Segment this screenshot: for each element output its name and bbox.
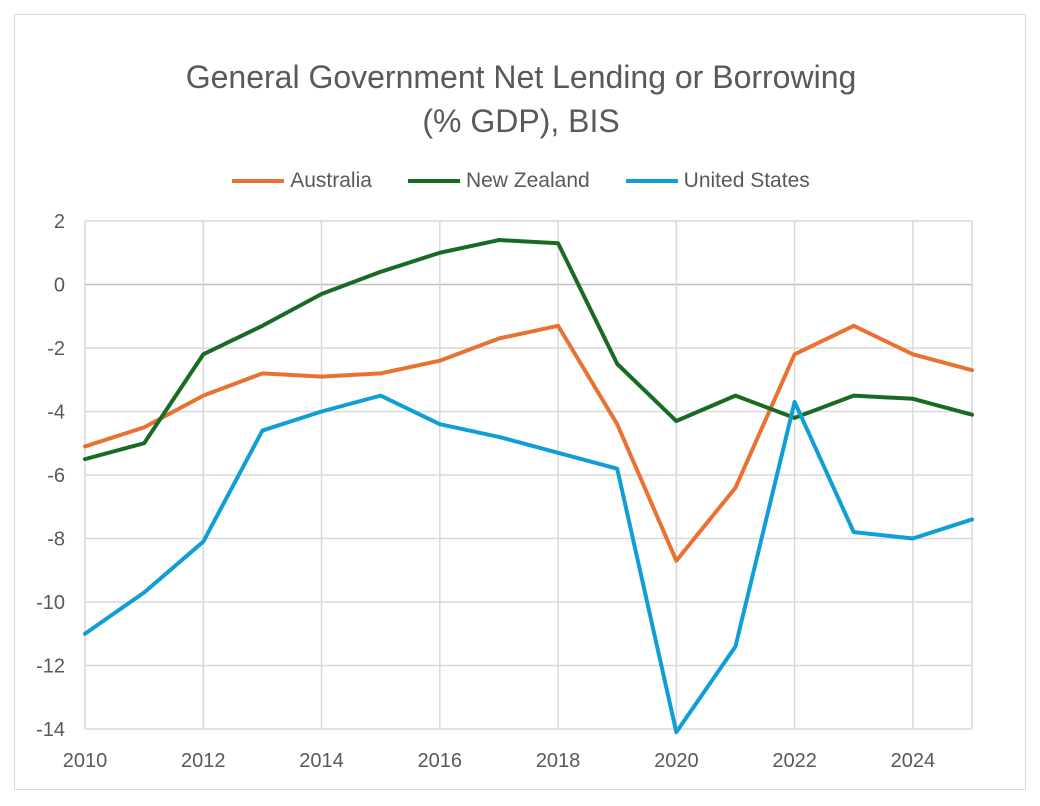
data-point-united-states bbox=[557, 451, 560, 454]
series-line-australia bbox=[83, 323, 974, 563]
chart-title: General Government Net Lending or Borrow… bbox=[185, 59, 857, 139]
data-point-australia bbox=[852, 324, 855, 327]
data-point-new-zealand bbox=[971, 413, 973, 416]
data-point-new-zealand bbox=[911, 397, 914, 400]
data-point-australia bbox=[734, 486, 737, 489]
y-tick-label: -4 bbox=[47, 402, 65, 424]
data-point-australia bbox=[379, 372, 382, 375]
data-point-new-zealand bbox=[497, 239, 500, 242]
legend-swatch bbox=[407, 179, 460, 183]
data-point-united-states bbox=[616, 467, 619, 470]
x-tick-label: 2014 bbox=[299, 750, 344, 772]
data-point-new-zealand bbox=[852, 394, 855, 397]
data-point-united-states bbox=[84, 632, 86, 635]
data-point-australia bbox=[202, 394, 205, 397]
x-tick-label: 2010 bbox=[63, 750, 108, 772]
data-point-australia bbox=[320, 375, 323, 378]
data-point-united-states bbox=[261, 429, 264, 432]
data-point-australia bbox=[793, 353, 796, 356]
data-point-united-states bbox=[675, 731, 678, 734]
x-tick-label: 2012 bbox=[181, 750, 226, 772]
data-point-australia bbox=[84, 445, 86, 448]
series-line-united-states bbox=[83, 393, 974, 735]
y-tick-label: -8 bbox=[47, 529, 65, 551]
y-tick-label: -12 bbox=[36, 656, 65, 678]
x-tick-label: 2020 bbox=[654, 750, 699, 772]
data-point-united-states bbox=[911, 537, 914, 540]
data-point-new-zealand bbox=[616, 362, 619, 365]
x-tick-label: 2018 bbox=[536, 750, 581, 772]
data-point-australia bbox=[261, 372, 264, 375]
data-point-united-states bbox=[497, 435, 500, 438]
legend-item-united-states: United States bbox=[625, 169, 810, 193]
data-point-united-states bbox=[971, 518, 973, 521]
data-point-new-zealand bbox=[557, 242, 560, 245]
data-point-australia bbox=[497, 337, 500, 340]
data-point-united-states bbox=[143, 591, 146, 594]
x-tick-label: 2016 bbox=[418, 750, 463, 772]
data-point-new-zealand bbox=[675, 420, 678, 423]
data-point-united-states bbox=[438, 423, 441, 426]
legend-label: United States bbox=[683, 169, 810, 192]
legend-swatch bbox=[625, 179, 678, 183]
data-point-australia bbox=[557, 324, 560, 327]
y-tick-label: 2 bbox=[54, 211, 65, 233]
data-point-new-zealand bbox=[261, 324, 264, 327]
data-point-new-zealand bbox=[143, 442, 146, 445]
data-point-australia bbox=[616, 423, 619, 426]
data-point-australia bbox=[911, 353, 914, 356]
series-line-new-zealand bbox=[83, 238, 974, 462]
y-tick-label: -10 bbox=[36, 592, 65, 614]
data-point-new-zealand bbox=[379, 270, 382, 273]
chart-area: General Government Net Lending or Borrow… bbox=[14, 14, 1026, 790]
data-point-australia bbox=[971, 369, 973, 372]
legend-item-new-zealand: New Zealand bbox=[407, 169, 590, 193]
y-tick-label: -14 bbox=[36, 719, 65, 741]
data-point-united-states bbox=[202, 540, 205, 543]
data-point-new-zealand bbox=[793, 416, 796, 419]
data-point-australia bbox=[438, 359, 441, 362]
data-point-new-zealand bbox=[734, 394, 737, 397]
y-tick-label: -6 bbox=[47, 465, 65, 487]
data-point-united-states bbox=[852, 531, 855, 534]
legend-swatch bbox=[232, 179, 285, 183]
data-point-united-states bbox=[734, 645, 737, 648]
legend-label: Australia bbox=[290, 169, 372, 192]
data-point-united-states bbox=[379, 394, 382, 397]
data-point-australia bbox=[675, 559, 678, 562]
data-point-new-zealand bbox=[84, 458, 86, 461]
x-tick-label: 2022 bbox=[772, 750, 817, 772]
y-tick-label: 0 bbox=[54, 275, 65, 297]
data-point-new-zealand bbox=[320, 293, 323, 296]
plot-area: 2 0 -2 -4 -6 -8 -10 -12 -14 2010 2012 2014 2016 2018 2… bbox=[36, 211, 974, 772]
data-point-australia bbox=[143, 426, 146, 429]
data-point-new-zealand bbox=[202, 353, 205, 356]
x-tick-label: 2024 bbox=[891, 750, 936, 772]
data-point-new-zealand bbox=[438, 251, 441, 254]
legend-label: New Zealand bbox=[465, 169, 590, 192]
y-tick-label: -2 bbox=[47, 338, 65, 360]
legend-item-australia: Australia bbox=[232, 169, 372, 193]
data-point-united-states bbox=[320, 410, 323, 413]
data-point-united-states bbox=[793, 400, 796, 403]
legend: Australia New Zealand United States bbox=[15, 169, 1027, 193]
